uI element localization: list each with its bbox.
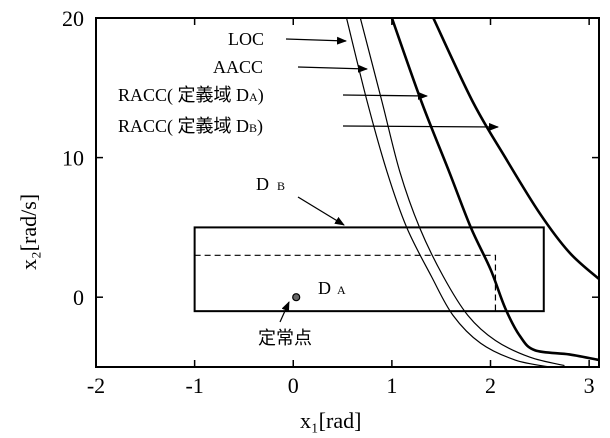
series: [345, 18, 599, 367]
y-axis-label: x₂[rad/s]: [16, 194, 41, 270]
label-loc: LOC: [228, 29, 264, 49]
arrow-region-b: [297, 196, 345, 226]
label-racc-b: RACC( 定義域 DB): [118, 116, 263, 137]
equilibrium-arrow: [279, 301, 290, 323]
equilibrium-point: [292, 293, 301, 302]
plot-frame: [95, 17, 600, 368]
x-tick-label: 1: [386, 373, 397, 398]
arrow-aacc: [297, 64, 368, 73]
region-da: [194, 254, 497, 312]
arrow-loc: [285, 36, 347, 45]
regions: [193, 226, 545, 313]
x-tick-label: 2: [485, 373, 496, 398]
x-axis-label: x₁[rad]: [300, 408, 361, 433]
y-tick-label: 20: [62, 6, 84, 31]
label-aacc: AACC: [213, 57, 263, 77]
x-tick-label: 0: [288, 373, 299, 398]
label-racc-a: RACC( 定義域 DA): [118, 85, 264, 106]
series-line-4: [432, 18, 599, 281]
series-line-2: [359, 18, 565, 367]
y-tick-label: 10: [62, 146, 84, 171]
series-line-1: [345, 18, 550, 367]
series-line-3: [390, 18, 599, 362]
x-tick-label: -1: [185, 373, 203, 398]
ticks: [95, 17, 599, 367]
equilibrium-label: 定常点: [258, 328, 312, 348]
tick-labels: -2 -1 0 1 2 3 0 10 20: [62, 6, 595, 398]
arrow-racc-b: [342, 122, 499, 131]
x-tick-label: -2: [87, 373, 105, 398]
y-tick-label: 0: [73, 285, 84, 310]
x-tick-label: 3: [584, 373, 595, 398]
arrow-racc-a: [342, 91, 428, 100]
